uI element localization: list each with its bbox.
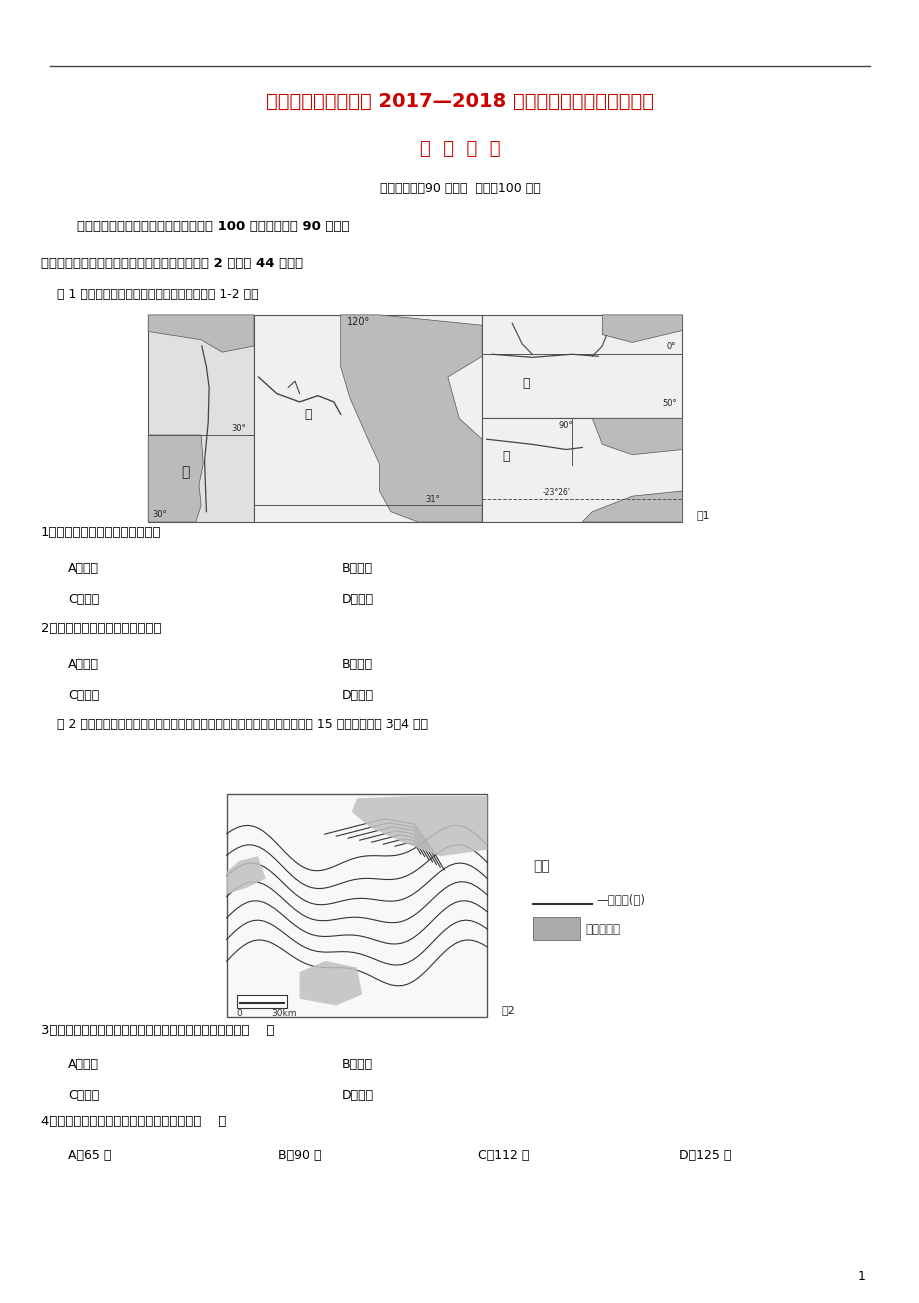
Polygon shape: [592, 418, 682, 455]
Text: 图 2 示意我国黄土高原某地林木的分布状况，图中相邻等高线之间高差均为 15 米。读图回答 3～4 题。: 图 2 示意我国黄土高原某地林木的分布状况，图中相邻等高线之间高差均为 15 米…: [40, 718, 427, 731]
Text: 图1: 图1: [696, 511, 709, 520]
Text: 1: 1: [857, 1270, 864, 1283]
Text: 30°: 30°: [153, 509, 167, 519]
Text: 本试卷分选择题和综合题两部分。满分 100 分，考试时间 90 分钟。: 本试卷分选择题和综合题两部分。满分 100 分，考试时间 90 分钟。: [77, 220, 349, 233]
Text: 2．四条河流中航运价值最高的是: 2．四条河流中航运价值最高的是: [40, 622, 161, 635]
Text: 甲: 甲: [181, 465, 189, 480]
Text: B．乙河: B．乙河: [341, 562, 372, 575]
Text: 50°: 50°: [662, 399, 676, 408]
Text: 图2: 图2: [501, 1005, 515, 1015]
Text: 地  理  试  题: 地 理 试 题: [419, 141, 500, 158]
Bar: [482, 418, 682, 523]
Bar: [237, 995, 287, 1009]
Bar: [254, 315, 482, 523]
Polygon shape: [340, 315, 482, 523]
Text: 1．四条河流中流量变化最小的是: 1．四条河流中流量变化最小的是: [40, 526, 161, 539]
Text: 丙: 丙: [522, 378, 529, 391]
Text: 丁: 丁: [502, 450, 509, 463]
Text: D．丁河: D．丁河: [341, 689, 373, 702]
Text: 31°: 31°: [425, 495, 439, 503]
Polygon shape: [351, 796, 487, 856]
Text: A．山谷: A．山谷: [68, 1058, 99, 1071]
Text: —等高线(米): —等高线(米): [596, 894, 645, 907]
Polygon shape: [602, 315, 682, 343]
Text: A．65 米: A．65 米: [68, 1149, 111, 1162]
Text: A．甲河: A．甲河: [68, 562, 99, 575]
Polygon shape: [148, 315, 254, 352]
Text: （考试时间：90 分钟；  满分：100 分）: （考试时间：90 分钟； 满分：100 分）: [380, 181, 539, 194]
Text: 图 1 为不同区域的四条河流示意图，读图完成 1-2 题。: 图 1 为不同区域的四条河流示意图，读图完成 1-2 题。: [40, 288, 258, 301]
Text: -23°26': -23°26': [541, 489, 570, 498]
Text: D．125 米: D．125 米: [678, 1149, 731, 1162]
Text: 30km: 30km: [271, 1010, 297, 1018]
Text: 4．图示区域内东、西两侧最大高差可能是（    ）: 4．图示区域内东、西两侧最大高差可能是（ ）: [40, 1115, 226, 1128]
Text: C．丙河: C．丙河: [68, 689, 99, 702]
Text: C．鞍部: C．鞍部: [68, 1089, 99, 1102]
Text: 0: 0: [236, 1010, 243, 1018]
Text: B．山脊: B．山脊: [341, 1058, 372, 1071]
Polygon shape: [300, 960, 362, 1006]
Text: B．乙河: B．乙河: [341, 658, 372, 671]
Bar: [148, 315, 254, 523]
Text: 林木密集区: 林木密集区: [585, 924, 620, 937]
Polygon shape: [582, 491, 682, 523]
Polygon shape: [226, 856, 266, 894]
Text: D．山顶: D．山顶: [341, 1089, 373, 1102]
Text: 周宁一中、政和一中 2017—2018 学年度第一学期第一次联考: 周宁一中、政和一中 2017—2018 学年度第一学期第一次联考: [266, 91, 653, 111]
Text: 120°: 120°: [347, 317, 370, 327]
Bar: [532, 917, 580, 941]
Text: C．112 米: C．112 米: [478, 1149, 529, 1162]
Text: D．丁河: D．丁河: [341, 593, 373, 606]
Text: B．90 米: B．90 米: [278, 1149, 321, 1162]
Text: 0°: 0°: [665, 343, 675, 351]
Text: 30°: 30°: [231, 425, 245, 433]
Text: 一、选择题：（每小题只有一个正确答案，每题 2 分，共 44 分。）: 一、选择题：（每小题只有一个正确答案，每题 2 分，共 44 分。）: [40, 257, 302, 270]
Text: A．甲河: A．甲河: [68, 658, 99, 671]
Bar: [482, 315, 682, 418]
Text: 图例: 图例: [532, 859, 549, 873]
Text: C．丙河: C．丙河: [68, 593, 99, 606]
Bar: [226, 794, 487, 1016]
Text: 乙: 乙: [304, 408, 312, 421]
Text: 3．林木生长与土壤水分条件相关，图中林木密集区位于（    ）: 3．林木生长与土壤水分条件相关，图中林木密集区位于（ ）: [40, 1024, 274, 1037]
Text: 90°: 90°: [558, 421, 573, 430]
Polygon shape: [148, 435, 203, 523]
